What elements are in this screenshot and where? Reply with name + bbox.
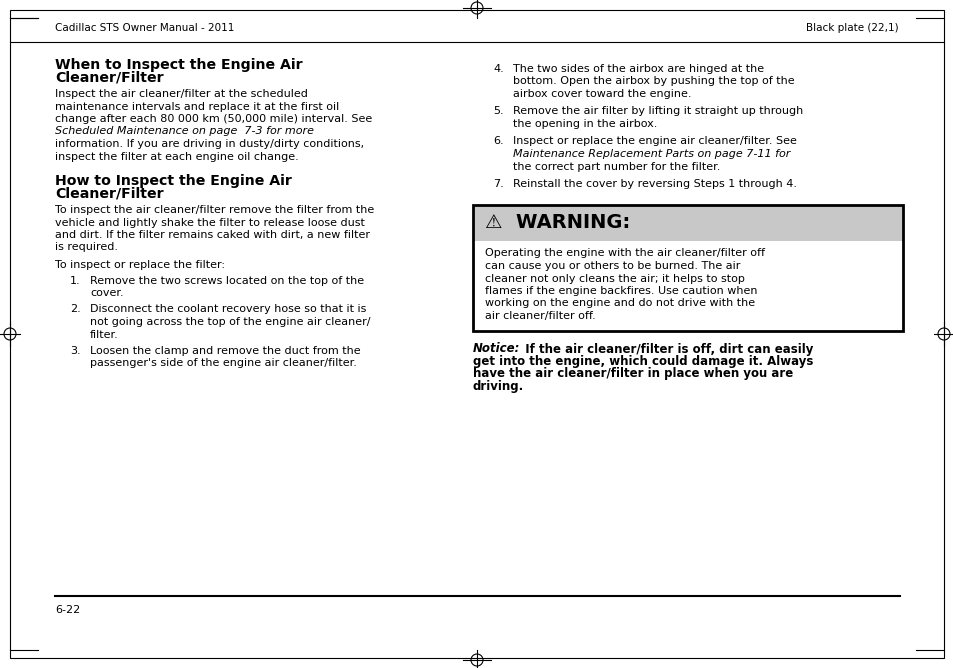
Bar (473, 240, 902, 331)
Text: get into the engine, which could damage it. Always: get into the engine, which could damage … (473, 355, 813, 368)
Text: 5.: 5. (493, 106, 503, 116)
Text: Cleaner/Filter: Cleaner/Filter (55, 71, 164, 84)
Text: Maintenance Replacement Parts on page 7-11 for: Maintenance Replacement Parts on page 7-… (513, 149, 789, 159)
Text: Inspect or replace the engine air cleaner/filter. See: Inspect or replace the engine air cleane… (513, 136, 796, 146)
Text: Remove the air filter by lifting it straight up through: Remove the air filter by lifting it stra… (513, 106, 802, 116)
Text: When to Inspect the Engine Air: When to Inspect the Engine Air (55, 58, 302, 72)
Text: To inspect or replace the filter:: To inspect or replace the filter: (55, 260, 225, 270)
Text: can cause you or others to be burned. The air: can cause you or others to be burned. Th… (484, 261, 740, 271)
Text: Cleaner/Filter: Cleaner/Filter (55, 186, 164, 200)
Text: 6-22: 6-22 (55, 605, 80, 615)
Text: 3.: 3. (70, 346, 81, 356)
Bar (473, 204, 902, 240)
Text: To inspect the air cleaner/filter remove the filter from the: To inspect the air cleaner/filter remove… (55, 205, 374, 215)
Text: air cleaner/filter off.: air cleaner/filter off. (484, 311, 595, 321)
Text: 4.: 4. (493, 64, 503, 74)
Text: 1.: 1. (70, 275, 81, 285)
Text: Loosen the clamp and remove the duct from the: Loosen the clamp and remove the duct fro… (90, 346, 360, 356)
Text: cover.: cover. (90, 288, 124, 298)
Text: vehicle and lightly shake the filter to release loose dust: vehicle and lightly shake the filter to … (55, 218, 364, 228)
Text: have the air cleaner/filter in place when you are: have the air cleaner/filter in place whe… (473, 367, 792, 381)
Text: 7.: 7. (493, 179, 503, 189)
Text: Operating the engine with the air cleaner/filter off: Operating the engine with the air cleane… (484, 248, 764, 259)
Text: Remove the two screws located on the top of the: Remove the two screws located on the top… (90, 275, 364, 285)
Text: Cadillac STS Owner Manual - 2011: Cadillac STS Owner Manual - 2011 (55, 23, 234, 33)
Text: How to Inspect the Engine Air: How to Inspect the Engine Air (55, 174, 292, 188)
Text: maintenance intervals and replace it at the first oil: maintenance intervals and replace it at … (55, 102, 339, 112)
Text: and dirt. If the filter remains caked with dirt, a new filter: and dirt. If the filter remains caked wi… (55, 230, 370, 240)
Text: 6.: 6. (493, 136, 503, 146)
Text: ⚠  WARNING:: ⚠ WARNING: (484, 213, 630, 232)
Text: change after each 80 000 km (50,000 mile) interval. See: change after each 80 000 km (50,000 mile… (55, 114, 372, 124)
Text: not going across the top of the engine air cleaner/: not going across the top of the engine a… (90, 317, 370, 327)
Text: is required.: is required. (55, 242, 118, 253)
Text: the opening in the airbox.: the opening in the airbox. (513, 119, 657, 129)
Text: the correct part number for the filter.: the correct part number for the filter. (513, 162, 720, 172)
Text: flames if the engine backfires. Use caution when: flames if the engine backfires. Use caut… (484, 286, 757, 296)
Text: bottom. Open the airbox by pushing the top of the: bottom. Open the airbox by pushing the t… (513, 77, 794, 86)
Bar (473, 204, 902, 331)
Text: Scheduled Maintenance on page  7-3 for more: Scheduled Maintenance on page 7-3 for mo… (55, 126, 314, 136)
Text: driving.: driving. (473, 380, 524, 393)
Text: Black plate (22,1): Black plate (22,1) (805, 23, 898, 33)
Text: working on the engine and do not drive with the: working on the engine and do not drive w… (484, 299, 755, 309)
Text: passenger's side of the engine air cleaner/filter.: passenger's side of the engine air clean… (90, 359, 356, 369)
Text: inspect the filter at each engine oil change.: inspect the filter at each engine oil ch… (55, 152, 298, 162)
Text: airbox cover toward the engine.: airbox cover toward the engine. (513, 89, 691, 99)
Text: filter.: filter. (90, 329, 118, 339)
Text: If the air cleaner/filter is off, dirt can easily: If the air cleaner/filter is off, dirt c… (517, 343, 813, 355)
Text: Inspect the air cleaner/filter at the scheduled: Inspect the air cleaner/filter at the sc… (55, 89, 308, 99)
Text: The two sides of the airbox are hinged at the: The two sides of the airbox are hinged a… (513, 64, 763, 74)
Text: Notice:: Notice: (473, 343, 519, 355)
Text: 2.: 2. (70, 305, 81, 315)
Text: Reinstall the cover by reversing Steps 1 through 4.: Reinstall the cover by reversing Steps 1… (513, 179, 796, 189)
Text: information. If you are driving in dusty/dirty conditions,: information. If you are driving in dusty… (55, 139, 364, 149)
Text: Disconnect the coolant recovery hose so that it is: Disconnect the coolant recovery hose so … (90, 305, 366, 315)
Text: cleaner not only cleans the air; it helps to stop: cleaner not only cleans the air; it help… (484, 273, 744, 283)
